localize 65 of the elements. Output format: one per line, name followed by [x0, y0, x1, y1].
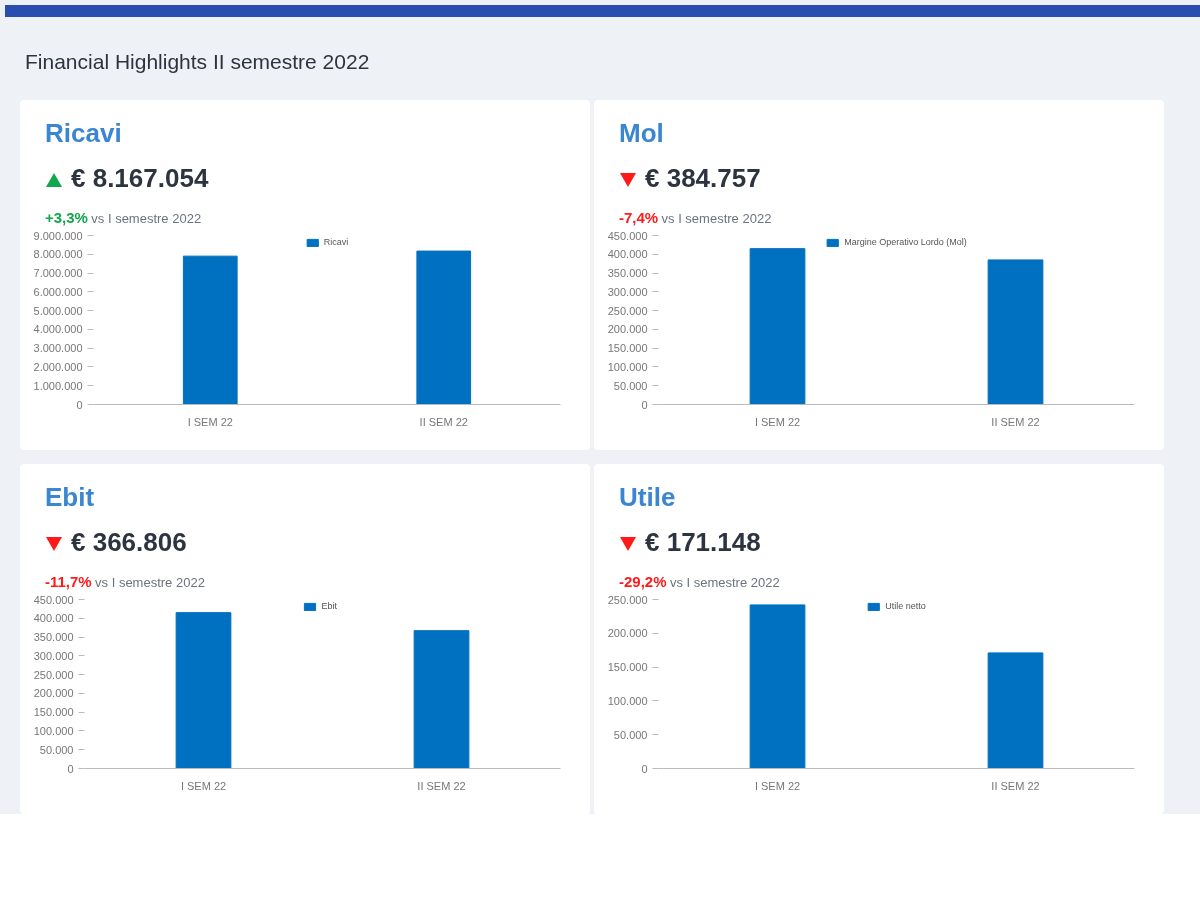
text: Financial Highlights II semestre 2022	[25, 49, 370, 75]
y-tick-label: 250.000	[33, 668, 74, 681]
y-tick-label: 350.000	[33, 631, 74, 644]
y-tick-label: 250.000	[607, 304, 648, 317]
x-tick-label: I SEM 22	[754, 415, 801, 428]
y-tick-label: 8.000.000	[33, 248, 83, 261]
y-tick-label: 200.000	[607, 323, 648, 336]
y-tick-label: 2.000.000	[33, 360, 83, 373]
y-tick-label: 250.000	[607, 593, 648, 606]
legend-label: Margine Operativo Lordo (Mol)	[844, 237, 967, 247]
y-tick-label: 300.000	[33, 649, 74, 662]
y-tick-label: 3.000.000	[33, 342, 83, 355]
y-tick-label: 150.000	[607, 342, 648, 355]
y-tick-label: 50.000	[613, 728, 648, 741]
y-tick-label: 300.000	[607, 285, 648, 298]
text: +3,3%	[45, 209, 88, 227]
y-tick-label: 150.000	[33, 706, 74, 719]
chart-title: Utile	[619, 481, 677, 514]
x-tick-label: II SEM 22	[417, 779, 466, 792]
y-tick-label: 350.000	[607, 267, 648, 280]
text: vs I semestre 2022	[91, 211, 202, 227]
y-tick-label: 150.000	[607, 661, 648, 674]
y-tick-label: 400.000	[607, 248, 648, 261]
y-tick-label: 0	[76, 398, 83, 411]
x-tick-label: II SEM 22	[419, 415, 468, 428]
text: vs I semestre 2022	[661, 211, 772, 227]
text: -11,7%	[45, 573, 92, 591]
y-tick-label: 0	[641, 398, 648, 411]
y-tick-label: 0	[641, 762, 648, 775]
x-tick-label: II SEM 22	[991, 415, 1040, 428]
x-tick-label: I SEM 22	[180, 779, 227, 792]
y-tick-label: 4.000.000	[33, 323, 83, 336]
text: vs I semestre 2022	[95, 575, 205, 591]
y-tick-label: 100.000	[33, 724, 74, 737]
text: -7,4%	[619, 209, 659, 227]
chart-subtitle: € 366.806	[70, 526, 188, 560]
y-tick-label: 200.000	[33, 687, 74, 700]
y-tick-label: 9.000.000	[33, 229, 83, 242]
chart-subtitle: € 384.757	[644, 162, 762, 196]
y-tick-label: 5.000.000	[33, 304, 83, 317]
legend-label: Ricavi	[323, 237, 349, 247]
y-tick-label: 50.000	[613, 379, 648, 392]
chart-title: Ricavi	[45, 117, 123, 150]
y-tick-label: 1.000.000	[33, 379, 83, 392]
text: -29,2%	[619, 573, 667, 591]
chart-title: Ebit	[45, 481, 96, 514]
legend-label: Utile netto	[885, 601, 926, 611]
x-tick-label: I SEM 22	[187, 415, 233, 428]
x-tick-label: I SEM 22	[754, 779, 801, 792]
x-tick-label: II SEM 22	[991, 779, 1040, 792]
y-tick-label: 7.000.000	[33, 267, 83, 280]
y-tick-label: 450.000	[33, 593, 74, 606]
y-tick-label: 200.000	[607, 627, 648, 640]
y-tick-label: 6.000.000	[33, 285, 83, 298]
y-tick-label: 450.000	[607, 229, 648, 242]
text: vs I semestre 2022	[669, 575, 780, 591]
chart-title: Mol	[619, 117, 665, 150]
y-tick-label: 0	[67, 762, 74, 775]
y-tick-label: 100.000	[607, 694, 648, 707]
legend-label: Ebit	[321, 601, 338, 611]
y-tick-label: 400.000	[33, 612, 74, 625]
chart-subtitle: € 8.167.054	[70, 162, 209, 196]
y-tick-label: 50.000	[39, 743, 74, 756]
y-tick-label: 100.000	[607, 360, 648, 373]
chart-subtitle: € 171.148	[644, 526, 762, 560]
